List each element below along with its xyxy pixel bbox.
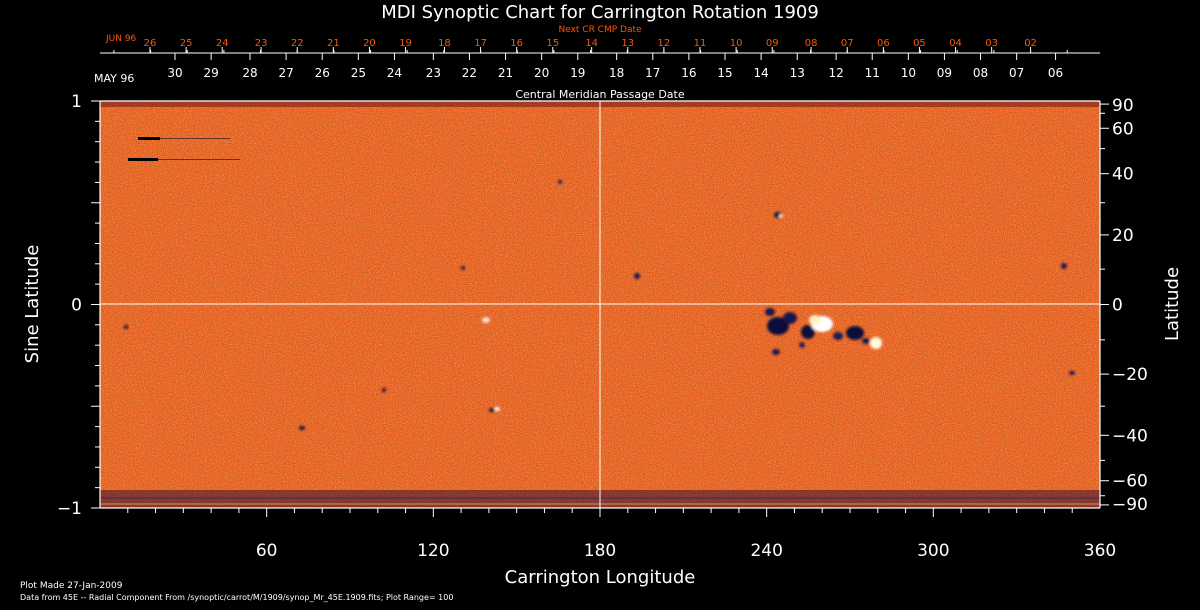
cmp-tick-label: 17 xyxy=(645,66,660,80)
x-tick-label: 300 xyxy=(917,541,949,561)
cmp-tick-label: 16 xyxy=(681,66,696,80)
next-cmp-tick-label: 17 xyxy=(474,38,487,49)
y-right-tick-label: −40 xyxy=(1112,426,1148,446)
cmp-tick-label: 13 xyxy=(790,66,805,80)
cmp-tick-label: 14 xyxy=(753,66,768,80)
y-right-axis-label: Latitude xyxy=(1162,267,1183,341)
x-axis: 60 120 180 240 300 360 xyxy=(127,508,1116,561)
next-cmp-tick-label: 06 xyxy=(877,38,890,49)
y-left-axis: 1 0 −1 xyxy=(57,92,100,519)
next-cmp-tick-label: 02 xyxy=(1024,38,1037,49)
cmp-tick-label: 23 xyxy=(426,66,441,80)
next-cmp-tick-label: 07 xyxy=(841,38,854,49)
active-region xyxy=(124,180,1075,430)
y-right-tick-label: −60 xyxy=(1112,472,1148,492)
data-gap-streak xyxy=(138,137,160,140)
cmp-tick-label: 25 xyxy=(351,66,366,80)
x-tick-label: 180 xyxy=(584,541,616,561)
next-cmp-tick-label: 13 xyxy=(621,38,634,49)
next-cmp-tick-label: 14 xyxy=(585,38,598,49)
next-cmp-tick-label: 18 xyxy=(438,38,451,49)
next-cmp-tick-label: 25 xyxy=(180,38,193,49)
next-cmp-tick-label: 09 xyxy=(766,38,779,49)
data-source-note: Data from 45E -- Radial Component From /… xyxy=(20,593,453,602)
cmp-tick-label: 15 xyxy=(717,66,732,80)
y-right-tick-label: −90 xyxy=(1112,495,1148,515)
next-cmp-tick-label: 15 xyxy=(546,38,559,49)
next-cmp-tick-label: 22 xyxy=(291,38,304,49)
cmp-tick-label: 20 xyxy=(534,66,549,80)
next-cmp-tick-label: 23 xyxy=(255,38,268,49)
y-right-tick-label: −20 xyxy=(1112,365,1148,385)
next-cmp-axis-title: Next CR CMP Date xyxy=(558,25,642,35)
cmp-tick-label: 06 xyxy=(1048,66,1063,80)
cmp-tick-label: 11 xyxy=(865,66,880,80)
plot-area xyxy=(99,100,1101,509)
cmp-tick-label: 12 xyxy=(828,66,843,80)
next-cmp-tick-label: 04 xyxy=(949,38,962,49)
cmp-tick-label: 24 xyxy=(387,66,402,80)
x-tick-label: 120 xyxy=(417,541,449,561)
top-date-axes: Next CR CMP Date JUN 96 MAY 96 Central M… xyxy=(94,25,1100,101)
cmp-tick-label: 29 xyxy=(203,66,218,80)
next-cmp-tick-label: 12 xyxy=(658,38,671,49)
next-cmp-tick-label: 16 xyxy=(510,38,523,49)
y-right-tick-label: 60 xyxy=(1112,119,1134,139)
x-axis-label: Carrington Longitude xyxy=(505,567,696,588)
y-left-axis-label: Sine Latitude xyxy=(22,245,43,364)
cmp-month-label: MAY 96 xyxy=(94,72,134,85)
next-cmp-tick-label: 19 xyxy=(399,38,412,49)
y-right-tick-label: 20 xyxy=(1112,226,1134,246)
next-cmp-tick-label: 05 xyxy=(913,38,926,49)
next-cmp-tick-label: 03 xyxy=(985,38,998,49)
chart-title: MDI Synoptic Chart for Carrington Rotati… xyxy=(381,2,819,23)
cmp-tick-label: 26 xyxy=(315,66,330,80)
data-gap-streak xyxy=(128,158,158,161)
plot-made-note: Plot Made 27-Jan-2009 xyxy=(20,581,123,591)
cmp-tick-label: 10 xyxy=(901,66,916,80)
cmp-tick-label: 19 xyxy=(570,66,585,80)
cmp-tick-label: 08 xyxy=(973,66,988,80)
cmp-tick-label: 28 xyxy=(242,66,257,80)
next-cmp-tick-label: 10 xyxy=(730,38,743,49)
next-cmp-month-label: JUN 96 xyxy=(105,34,137,44)
cmp-tick-label: 22 xyxy=(462,66,477,80)
next-cmp-tick-label: 08 xyxy=(805,38,818,49)
y-left-tick-label: −1 xyxy=(57,499,82,519)
next-cmp-tick-label: 11 xyxy=(694,38,707,49)
x-tick-label: 360 xyxy=(1084,541,1116,561)
y-left-tick-label: 1 xyxy=(71,92,82,112)
cmp-tick-label: 18 xyxy=(609,66,624,80)
y-right-axis: 90 60 40 20 0 −20 −40 −60 −90 xyxy=(1100,96,1148,515)
x-tick-label: 240 xyxy=(750,541,782,561)
cmp-tick-label: 21 xyxy=(498,66,513,80)
next-cmp-tick-label: 21 xyxy=(327,38,340,49)
y-right-tick-label: 40 xyxy=(1112,165,1134,185)
cmp-tick-label: 30 xyxy=(167,66,182,80)
next-cmp-tick-label: 26 xyxy=(144,38,157,49)
cmp-tick-label: 07 xyxy=(1009,66,1024,80)
cmp-axis-title: Central Meridian Passage Date xyxy=(515,88,684,101)
x-tick-label: 60 xyxy=(256,541,278,561)
y-right-tick-label: 0 xyxy=(1112,296,1123,316)
y-right-tick-label: 90 xyxy=(1112,96,1134,116)
y-left-tick-label: 0 xyxy=(71,296,82,316)
next-cmp-tick-label: 24 xyxy=(216,38,229,49)
cmp-tick-label: 27 xyxy=(278,66,293,80)
cmp-tick-label: 09 xyxy=(937,66,952,80)
next-cmp-tick-label: 20 xyxy=(363,38,376,49)
